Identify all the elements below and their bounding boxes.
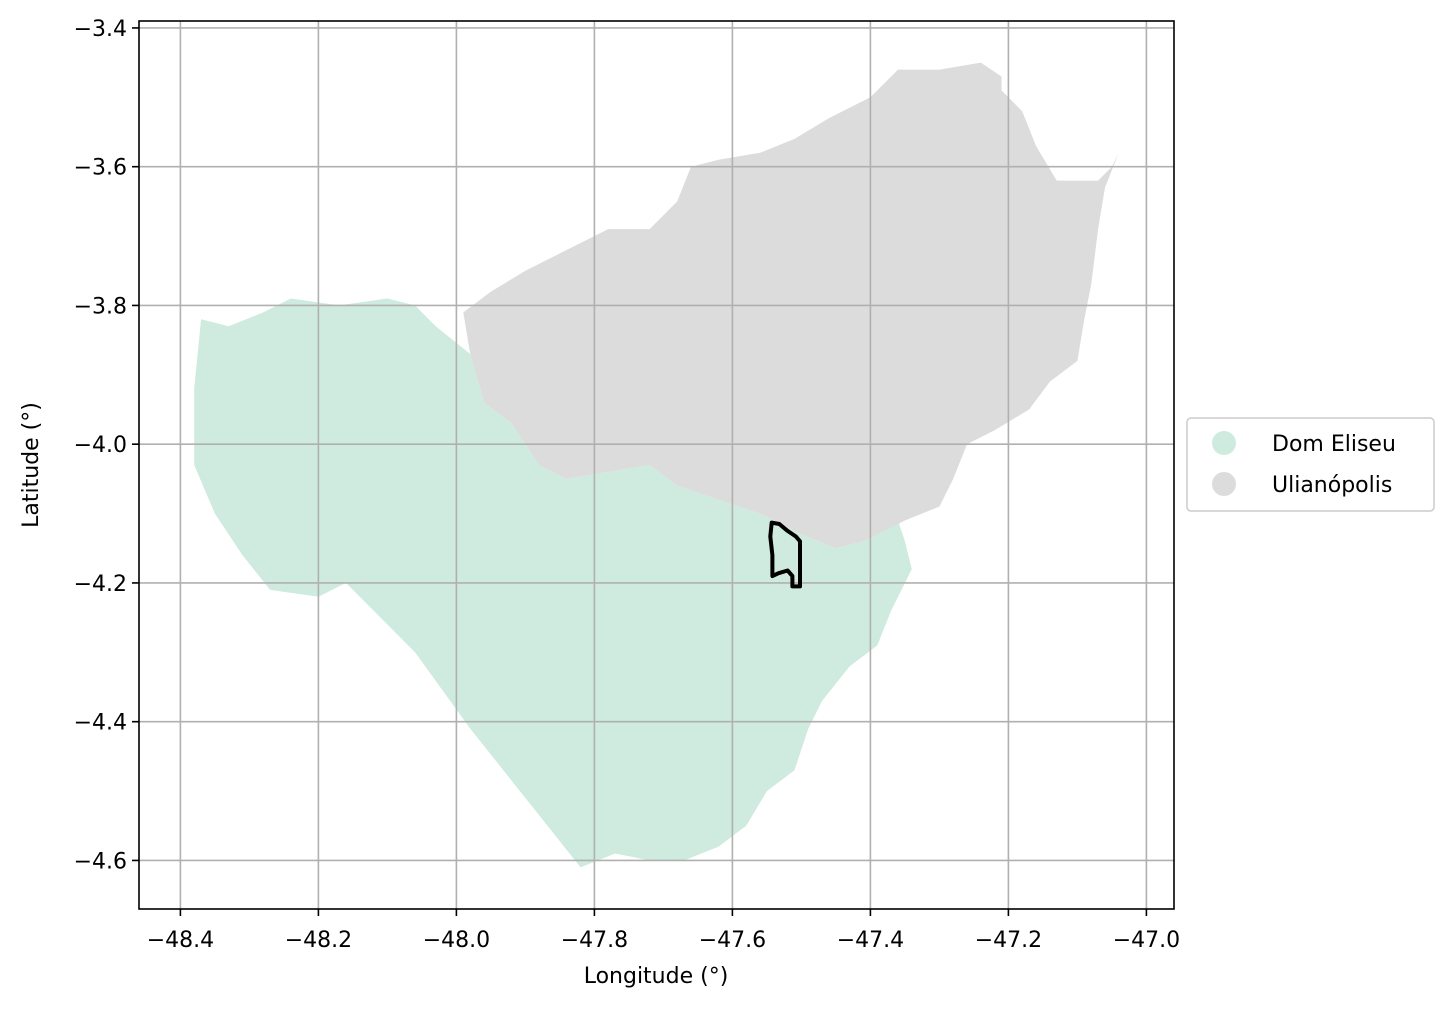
legend-frame [1186, 417, 1435, 512]
x-tick-label: −47.0 [1113, 928, 1180, 953]
x-tick-label: −47.6 [699, 928, 766, 953]
x-tick-label: −48.4 [147, 928, 214, 953]
y-tick-label: −4.4 [74, 711, 127, 736]
x-tick-label: −48.0 [423, 928, 490, 953]
y-tick-label: −4.6 [74, 849, 127, 874]
legend-label-ulianopolis: Ulianópolis [1272, 473, 1392, 498]
x-axis-ticks: −48.4 −48.2 −48.0 −47.8 −47.6 −47.4 −47.2 −47.0 [147, 909, 1180, 953]
plot-frame [138, 20, 1175, 910]
legend-marker-dom-eliseu [1212, 431, 1236, 455]
y-tick-label: −3.4 [74, 17, 127, 42]
y-axis-ticks: −3.4 −3.6 −3.8 −4.0 −4.2 −4.4 −4.6 [74, 17, 139, 874]
study-area-outline [768, 520, 802, 589]
legend-marker-ulianopolis [1212, 472, 1236, 496]
outline-layer [768, 520, 802, 589]
y-tick-label: −3.6 [74, 156, 127, 181]
x-tick-label: −47.4 [837, 928, 904, 953]
x-tick-label: −48.2 [285, 928, 352, 953]
x-tick-label: −47.2 [975, 928, 1042, 953]
y-tick-label: −4.2 [74, 572, 127, 597]
x-axis-label: Longitude (°) [584, 964, 729, 989]
legend-label-dom-eliseu: Dom Eliseu [1272, 432, 1396, 457]
y-tick-label: −4.0 [74, 433, 127, 458]
x-tick-label: −47.8 [561, 928, 628, 953]
y-axis-label: Latitude (°) [19, 402, 44, 528]
y-tick-label: −3.8 [74, 294, 127, 319]
grid-layer [139, 21, 1174, 909]
legend: Dom Eliseu Ulianópolis [1186, 417, 1435, 512]
